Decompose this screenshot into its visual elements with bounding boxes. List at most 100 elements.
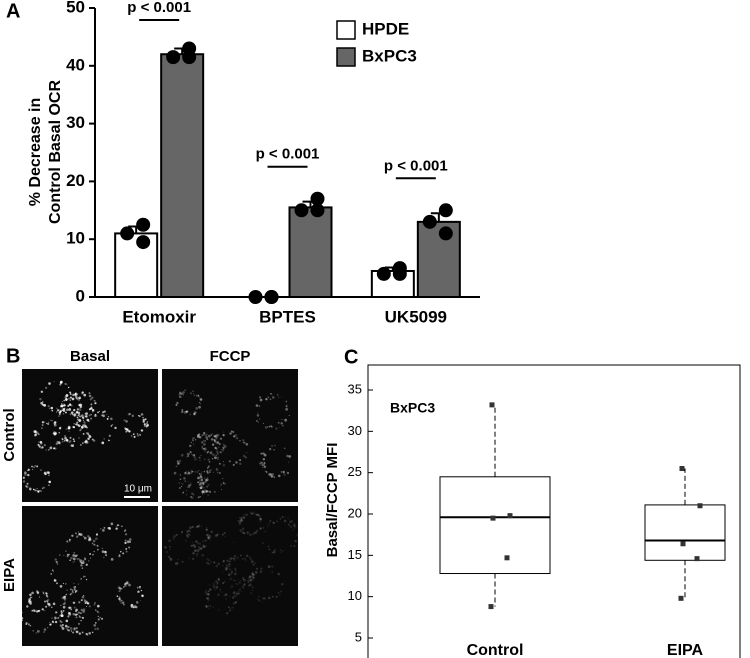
speckle bbox=[126, 540, 130, 544]
speckle bbox=[207, 494, 209, 496]
speckle bbox=[72, 613, 75, 616]
speckle bbox=[202, 544, 205, 547]
speckle bbox=[188, 529, 190, 532]
x-tick-label: Control bbox=[467, 642, 524, 658]
speckle bbox=[138, 586, 141, 589]
speckle bbox=[282, 516, 284, 518]
speckle bbox=[68, 441, 71, 444]
speckle bbox=[22, 480, 26, 483]
speckle bbox=[189, 483, 192, 486]
speckle bbox=[103, 438, 105, 440]
speckle bbox=[254, 571, 258, 574]
speckle bbox=[77, 424, 80, 427]
speckle bbox=[267, 565, 271, 568]
speckle bbox=[78, 622, 80, 625]
speckle bbox=[71, 413, 74, 416]
speckle bbox=[86, 600, 88, 603]
speckle bbox=[181, 530, 184, 533]
speckle bbox=[140, 413, 144, 416]
speckle bbox=[47, 471, 50, 474]
speckle bbox=[249, 556, 251, 559]
speckle bbox=[131, 414, 135, 418]
speckle bbox=[240, 580, 242, 582]
speckle bbox=[229, 595, 231, 597]
speckle bbox=[193, 549, 197, 553]
speckle bbox=[44, 600, 47, 603]
speckle bbox=[93, 439, 96, 442]
speckle bbox=[257, 598, 260, 601]
speckle bbox=[206, 451, 209, 454]
speckle bbox=[245, 531, 247, 533]
speckle bbox=[273, 476, 276, 479]
speckle bbox=[78, 408, 82, 411]
speckle bbox=[86, 427, 88, 429]
speckle bbox=[285, 400, 288, 403]
speckle bbox=[267, 545, 270, 548]
speckle bbox=[38, 445, 41, 448]
speckle bbox=[69, 606, 72, 609]
row-label: Control bbox=[1, 408, 18, 461]
speckle bbox=[201, 490, 204, 494]
speckle bbox=[123, 419, 126, 422]
speckle bbox=[43, 421, 46, 423]
speckle bbox=[224, 593, 228, 596]
speckle bbox=[210, 451, 213, 453]
speckle bbox=[61, 614, 64, 617]
speckle bbox=[260, 452, 263, 455]
speckle bbox=[137, 590, 140, 593]
speckle bbox=[269, 398, 272, 401]
speckle bbox=[50, 573, 53, 575]
speckle bbox=[128, 546, 131, 549]
speckle bbox=[66, 554, 70, 557]
x-tick-label: Etomoxir bbox=[122, 307, 196, 326]
speckle bbox=[187, 453, 189, 455]
speckle bbox=[136, 434, 140, 437]
speckle bbox=[206, 534, 210, 537]
speckle bbox=[248, 575, 252, 578]
speckle bbox=[81, 567, 84, 569]
speckle bbox=[96, 604, 100, 608]
speckle bbox=[26, 482, 29, 485]
speckle bbox=[73, 606, 76, 609]
speckle bbox=[207, 470, 209, 472]
speckle bbox=[252, 576, 255, 579]
speckle bbox=[222, 570, 224, 573]
speckle bbox=[240, 519, 244, 522]
speckle bbox=[138, 415, 141, 418]
speckle bbox=[262, 463, 265, 466]
speckle bbox=[186, 453, 189, 455]
speckle bbox=[47, 626, 49, 629]
speckle bbox=[207, 604, 210, 608]
speckle bbox=[223, 531, 226, 534]
speckle bbox=[197, 481, 200, 484]
speckle bbox=[84, 425, 87, 428]
data-point bbox=[488, 604, 494, 610]
speckle bbox=[195, 540, 198, 543]
speckle bbox=[184, 389, 187, 392]
speckle bbox=[235, 569, 237, 571]
speckle bbox=[198, 396, 201, 398]
speckle bbox=[76, 416, 79, 419]
speckle bbox=[219, 589, 221, 591]
speckle bbox=[69, 606, 72, 609]
speckle bbox=[140, 589, 143, 592]
speckle bbox=[25, 485, 28, 488]
speckle bbox=[190, 470, 193, 473]
speckle bbox=[197, 434, 200, 437]
speckle bbox=[116, 524, 119, 526]
speckle bbox=[128, 583, 131, 587]
speckle bbox=[60, 620, 63, 624]
speckle bbox=[53, 421, 57, 424]
speckle bbox=[220, 437, 223, 440]
speckle bbox=[56, 441, 59, 443]
speckle bbox=[69, 399, 72, 402]
speckle bbox=[190, 544, 193, 547]
speckle bbox=[85, 441, 88, 445]
speckle bbox=[206, 471, 209, 474]
speckle bbox=[180, 396, 182, 398]
speckle bbox=[200, 525, 202, 527]
speckle bbox=[146, 421, 149, 423]
speckle bbox=[41, 401, 44, 403]
speckle bbox=[80, 612, 82, 615]
speckle bbox=[70, 404, 73, 407]
